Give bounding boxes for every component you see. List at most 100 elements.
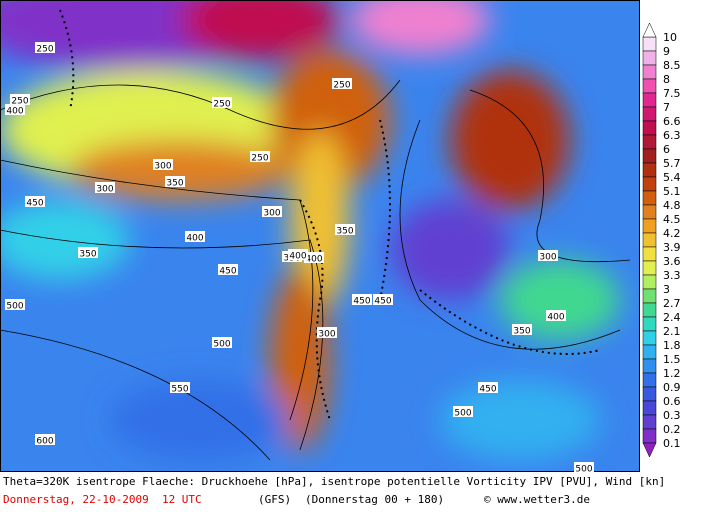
colorbar-label: 2.1 <box>663 325 681 338</box>
coastlines <box>59 9 601 421</box>
colorbar-swatch <box>642 78 657 94</box>
contour-label: 450 <box>374 297 391 307</box>
contour-label-bg <box>332 78 352 89</box>
colorbar-label: 5.4 <box>663 171 681 184</box>
contour-labels: 2502504003003503004504003505004505005506… <box>5 42 594 472</box>
contour-label-bg <box>478 382 498 393</box>
colorbar-swatch <box>642 106 657 122</box>
colorbar-swatch <box>642 414 657 430</box>
contour-label-bg <box>35 434 55 445</box>
map-frame <box>0 0 640 472</box>
colorbar-swatch <box>642 386 657 402</box>
colorbar-swatch <box>642 302 657 318</box>
contour-label: 300 <box>318 330 335 340</box>
colorbar-label: 10 <box>663 31 677 44</box>
colorbar: 1098.587.576.66.365.75.45.14.84.54.23.93… <box>642 22 681 458</box>
contour-label: 300 <box>539 253 556 263</box>
contour-label: 350 <box>513 327 530 337</box>
caption-model: (GFS) <box>258 493 292 506</box>
colorbar-swatch <box>642 204 657 220</box>
contour-label-bg <box>170 382 190 393</box>
contour-label: 400 <box>547 313 564 323</box>
contour-label-bg <box>95 182 115 193</box>
contour-label: 300 <box>96 185 113 195</box>
contour-label: 250 <box>333 81 350 91</box>
contour-label-bg <box>512 324 532 335</box>
colorbar-swatch <box>642 274 657 290</box>
contour-label: 300 <box>154 162 171 172</box>
colorbar-swatch <box>642 260 657 276</box>
colorbar-swatch <box>642 218 657 234</box>
colorbar-swatch <box>642 288 657 304</box>
colorbar-swatch <box>642 134 657 150</box>
contour-label-bg <box>250 151 270 162</box>
contour-label: 500 <box>213 340 230 350</box>
contour-label: 600 <box>36 437 53 447</box>
colorbar-swatch <box>642 330 657 346</box>
colorbar-swatch <box>642 428 657 444</box>
colorbar-arrow <box>642 22 657 38</box>
contour-label-bg <box>212 337 232 348</box>
contour-label: 350 <box>336 227 353 237</box>
colorbar-label: 0.1 <box>663 437 681 450</box>
caption-run: (Donnerstag 00 + 180) <box>305 493 445 506</box>
contour-label-bg <box>218 264 238 275</box>
colorbar-swatch <box>642 232 657 248</box>
contour-label-bg <box>546 310 566 321</box>
colorbar-label: 0.2 <box>663 423 681 436</box>
contour-label-bg <box>212 97 232 108</box>
contour-label: 400 <box>305 255 322 265</box>
colorbar-label: 7.5 <box>663 87 681 100</box>
contour-label: 500 <box>575 465 592 473</box>
colorbar-label: 4.2 <box>663 227 681 240</box>
caption-date: Donnerstag, 22-10-2009 12 UTC <box>3 493 202 506</box>
caption-title: Theta=320K isentrope Flaeche: Druckhoehe… <box>3 475 666 488</box>
contour-label-bg <box>335 224 355 235</box>
contour-label-bg <box>78 247 98 258</box>
contour-label-bg <box>574 462 594 472</box>
colorbar-swatch <box>642 372 657 388</box>
contour-label: 250 <box>251 154 268 164</box>
contour-label-bg <box>5 299 25 310</box>
colorbar-swatch <box>642 120 657 136</box>
colorbar-label: 6 <box>663 143 670 156</box>
map: 1098.587.576.66.365.75.45.14.84.54.23.93… <box>0 0 681 472</box>
contour-label: 300 <box>263 209 280 219</box>
colorbar-label: 1.5 <box>663 353 681 366</box>
contour-label: 500 <box>454 409 471 419</box>
colorbar-label: 3.3 <box>663 269 681 282</box>
contour-label-bg <box>352 294 372 305</box>
colorbar-swatch <box>642 162 657 178</box>
colorbar-label: 6.6 <box>663 115 681 128</box>
colorbar-swatch <box>642 358 657 374</box>
colorbar-label: 9 <box>663 45 670 58</box>
contour-label-bg <box>373 294 393 305</box>
colorbar-label: 1.2 <box>663 367 681 380</box>
contour-label-bg <box>453 406 473 417</box>
colorbar-swatch <box>642 344 657 360</box>
contour-label: 350 <box>79 250 96 260</box>
colorbar-swatch <box>642 400 657 416</box>
contour-label: 250 <box>36 45 53 55</box>
contour-label-bg <box>153 159 173 170</box>
colorbar-swatch <box>642 246 657 262</box>
colorbar-label: 3.6 <box>663 255 681 268</box>
contour-label-bg <box>25 196 45 207</box>
contour-label: 450 <box>26 199 43 209</box>
colorbar-label: 0.6 <box>663 395 681 408</box>
colorbar-label: 5.1 <box>663 185 681 198</box>
contour-label: 400 <box>186 234 203 244</box>
colorbar-swatch <box>642 92 657 108</box>
contour-label: 400 <box>6 107 23 117</box>
caption-copyright: © www.wetter3.de <box>484 493 590 506</box>
contour-label: 450 <box>479 385 496 395</box>
colorbar-label: 2.7 <box>663 297 681 310</box>
colorbar-label: 4.8 <box>663 199 681 212</box>
contour-label: 450 <box>219 267 236 277</box>
contour-label-bg <box>10 94 30 105</box>
ipv-field <box>0 0 640 472</box>
colorbar-label: 7 <box>663 101 670 114</box>
colorbar-label: 8.5 <box>663 59 681 72</box>
colorbar-label: 8 <box>663 73 670 86</box>
